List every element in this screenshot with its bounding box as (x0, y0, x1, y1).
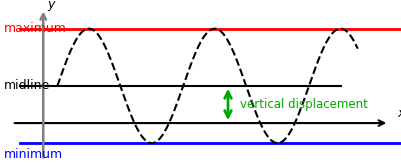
Text: vertical displacement: vertical displacement (240, 98, 368, 111)
Text: maximum: maximum (4, 22, 67, 35)
Text: midline: midline (4, 79, 50, 92)
Text: y: y (47, 0, 55, 11)
Text: minimum: minimum (4, 148, 63, 161)
Text: x: x (397, 107, 401, 120)
